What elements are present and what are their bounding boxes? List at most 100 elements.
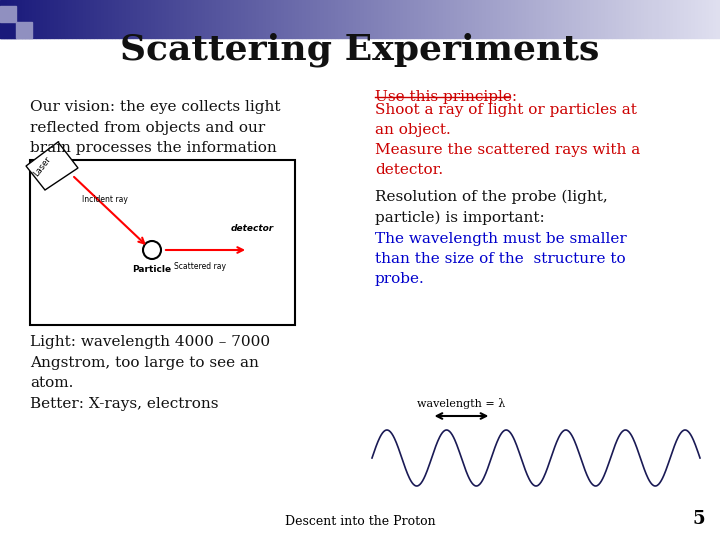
Bar: [540, 0, 544, 38]
Bar: [140, 0, 144, 38]
Bar: [238, 0, 241, 38]
Bar: [47, 0, 50, 38]
Text: wavelength = λ: wavelength = λ: [418, 398, 505, 409]
Circle shape: [143, 241, 161, 259]
Bar: [385, 0, 389, 38]
Bar: [310, 0, 313, 38]
Bar: [558, 0, 562, 38]
Bar: [475, 0, 479, 38]
Text: Resolution of the probe (light,
particle) is important:: Resolution of the probe (light, particle…: [375, 190, 608, 225]
Bar: [187, 0, 191, 38]
Bar: [652, 0, 655, 38]
Bar: [241, 0, 245, 38]
Bar: [644, 0, 648, 38]
Bar: [58, 0, 61, 38]
Bar: [335, 0, 338, 38]
Bar: [536, 0, 540, 38]
Bar: [90, 0, 94, 38]
Polygon shape: [26, 142, 78, 190]
Bar: [263, 0, 266, 38]
Bar: [702, 0, 706, 38]
Bar: [716, 0, 720, 38]
Bar: [684, 0, 688, 38]
Bar: [342, 0, 346, 38]
Bar: [108, 0, 112, 38]
Bar: [18, 0, 22, 38]
Bar: [292, 0, 295, 38]
Bar: [30, 160, 295, 325]
Bar: [7, 0, 11, 38]
Bar: [508, 0, 511, 38]
Bar: [454, 0, 457, 38]
Bar: [572, 0, 576, 38]
Bar: [436, 0, 439, 38]
Bar: [547, 0, 551, 38]
Bar: [626, 0, 630, 38]
Bar: [605, 0, 608, 38]
Bar: [155, 0, 158, 38]
Bar: [166, 0, 169, 38]
Bar: [176, 0, 180, 38]
Bar: [641, 0, 644, 38]
Bar: [353, 0, 356, 38]
Bar: [497, 0, 500, 38]
Text: Shoot a ray of light or particles at
an object.
Measure the scattered rays with : Shoot a ray of light or particles at an …: [375, 103, 640, 177]
Bar: [414, 0, 418, 38]
Bar: [79, 0, 83, 38]
Bar: [677, 0, 680, 38]
Bar: [410, 0, 414, 38]
Text: Scattering Experiments: Scattering Experiments: [120, 33, 600, 68]
Text: detector: detector: [230, 224, 274, 233]
Bar: [227, 0, 230, 38]
Bar: [184, 0, 187, 38]
Bar: [389, 0, 392, 38]
Bar: [130, 0, 133, 38]
Bar: [576, 0, 580, 38]
Bar: [158, 0, 162, 38]
Bar: [61, 0, 65, 38]
Bar: [0, 6, 16, 22]
Bar: [670, 0, 673, 38]
Bar: [403, 0, 407, 38]
Bar: [450, 0, 454, 38]
Bar: [36, 0, 40, 38]
Bar: [698, 0, 702, 38]
Bar: [331, 0, 335, 38]
Bar: [245, 0, 248, 38]
Bar: [673, 0, 677, 38]
Bar: [223, 0, 227, 38]
Bar: [302, 0, 306, 38]
Bar: [659, 0, 662, 38]
Bar: [137, 0, 140, 38]
Bar: [234, 0, 238, 38]
Bar: [11, 0, 14, 38]
Bar: [83, 0, 86, 38]
Bar: [198, 0, 202, 38]
Bar: [580, 0, 583, 38]
Bar: [284, 0, 288, 38]
Bar: [392, 0, 396, 38]
Bar: [104, 0, 108, 38]
Bar: [16, 22, 32, 38]
Bar: [522, 0, 526, 38]
Bar: [50, 0, 54, 38]
Bar: [529, 0, 533, 38]
Text: Incident ray: Incident ray: [82, 195, 128, 205]
Bar: [616, 0, 619, 38]
Bar: [619, 0, 623, 38]
Bar: [695, 0, 698, 38]
Bar: [25, 0, 29, 38]
Bar: [288, 0, 292, 38]
Bar: [583, 0, 587, 38]
Bar: [144, 0, 148, 38]
Bar: [0, 22, 16, 38]
Bar: [324, 0, 328, 38]
Bar: [356, 0, 360, 38]
Bar: [400, 0, 403, 38]
Bar: [511, 0, 515, 38]
Text: Particle: Particle: [132, 265, 171, 274]
Bar: [328, 0, 331, 38]
Bar: [432, 0, 436, 38]
Text: Descent into the Proton: Descent into the Proton: [284, 515, 436, 528]
Text: The wavelength must be smaller
than the size of the  structure to
probe.: The wavelength must be smaller than the …: [375, 232, 626, 286]
